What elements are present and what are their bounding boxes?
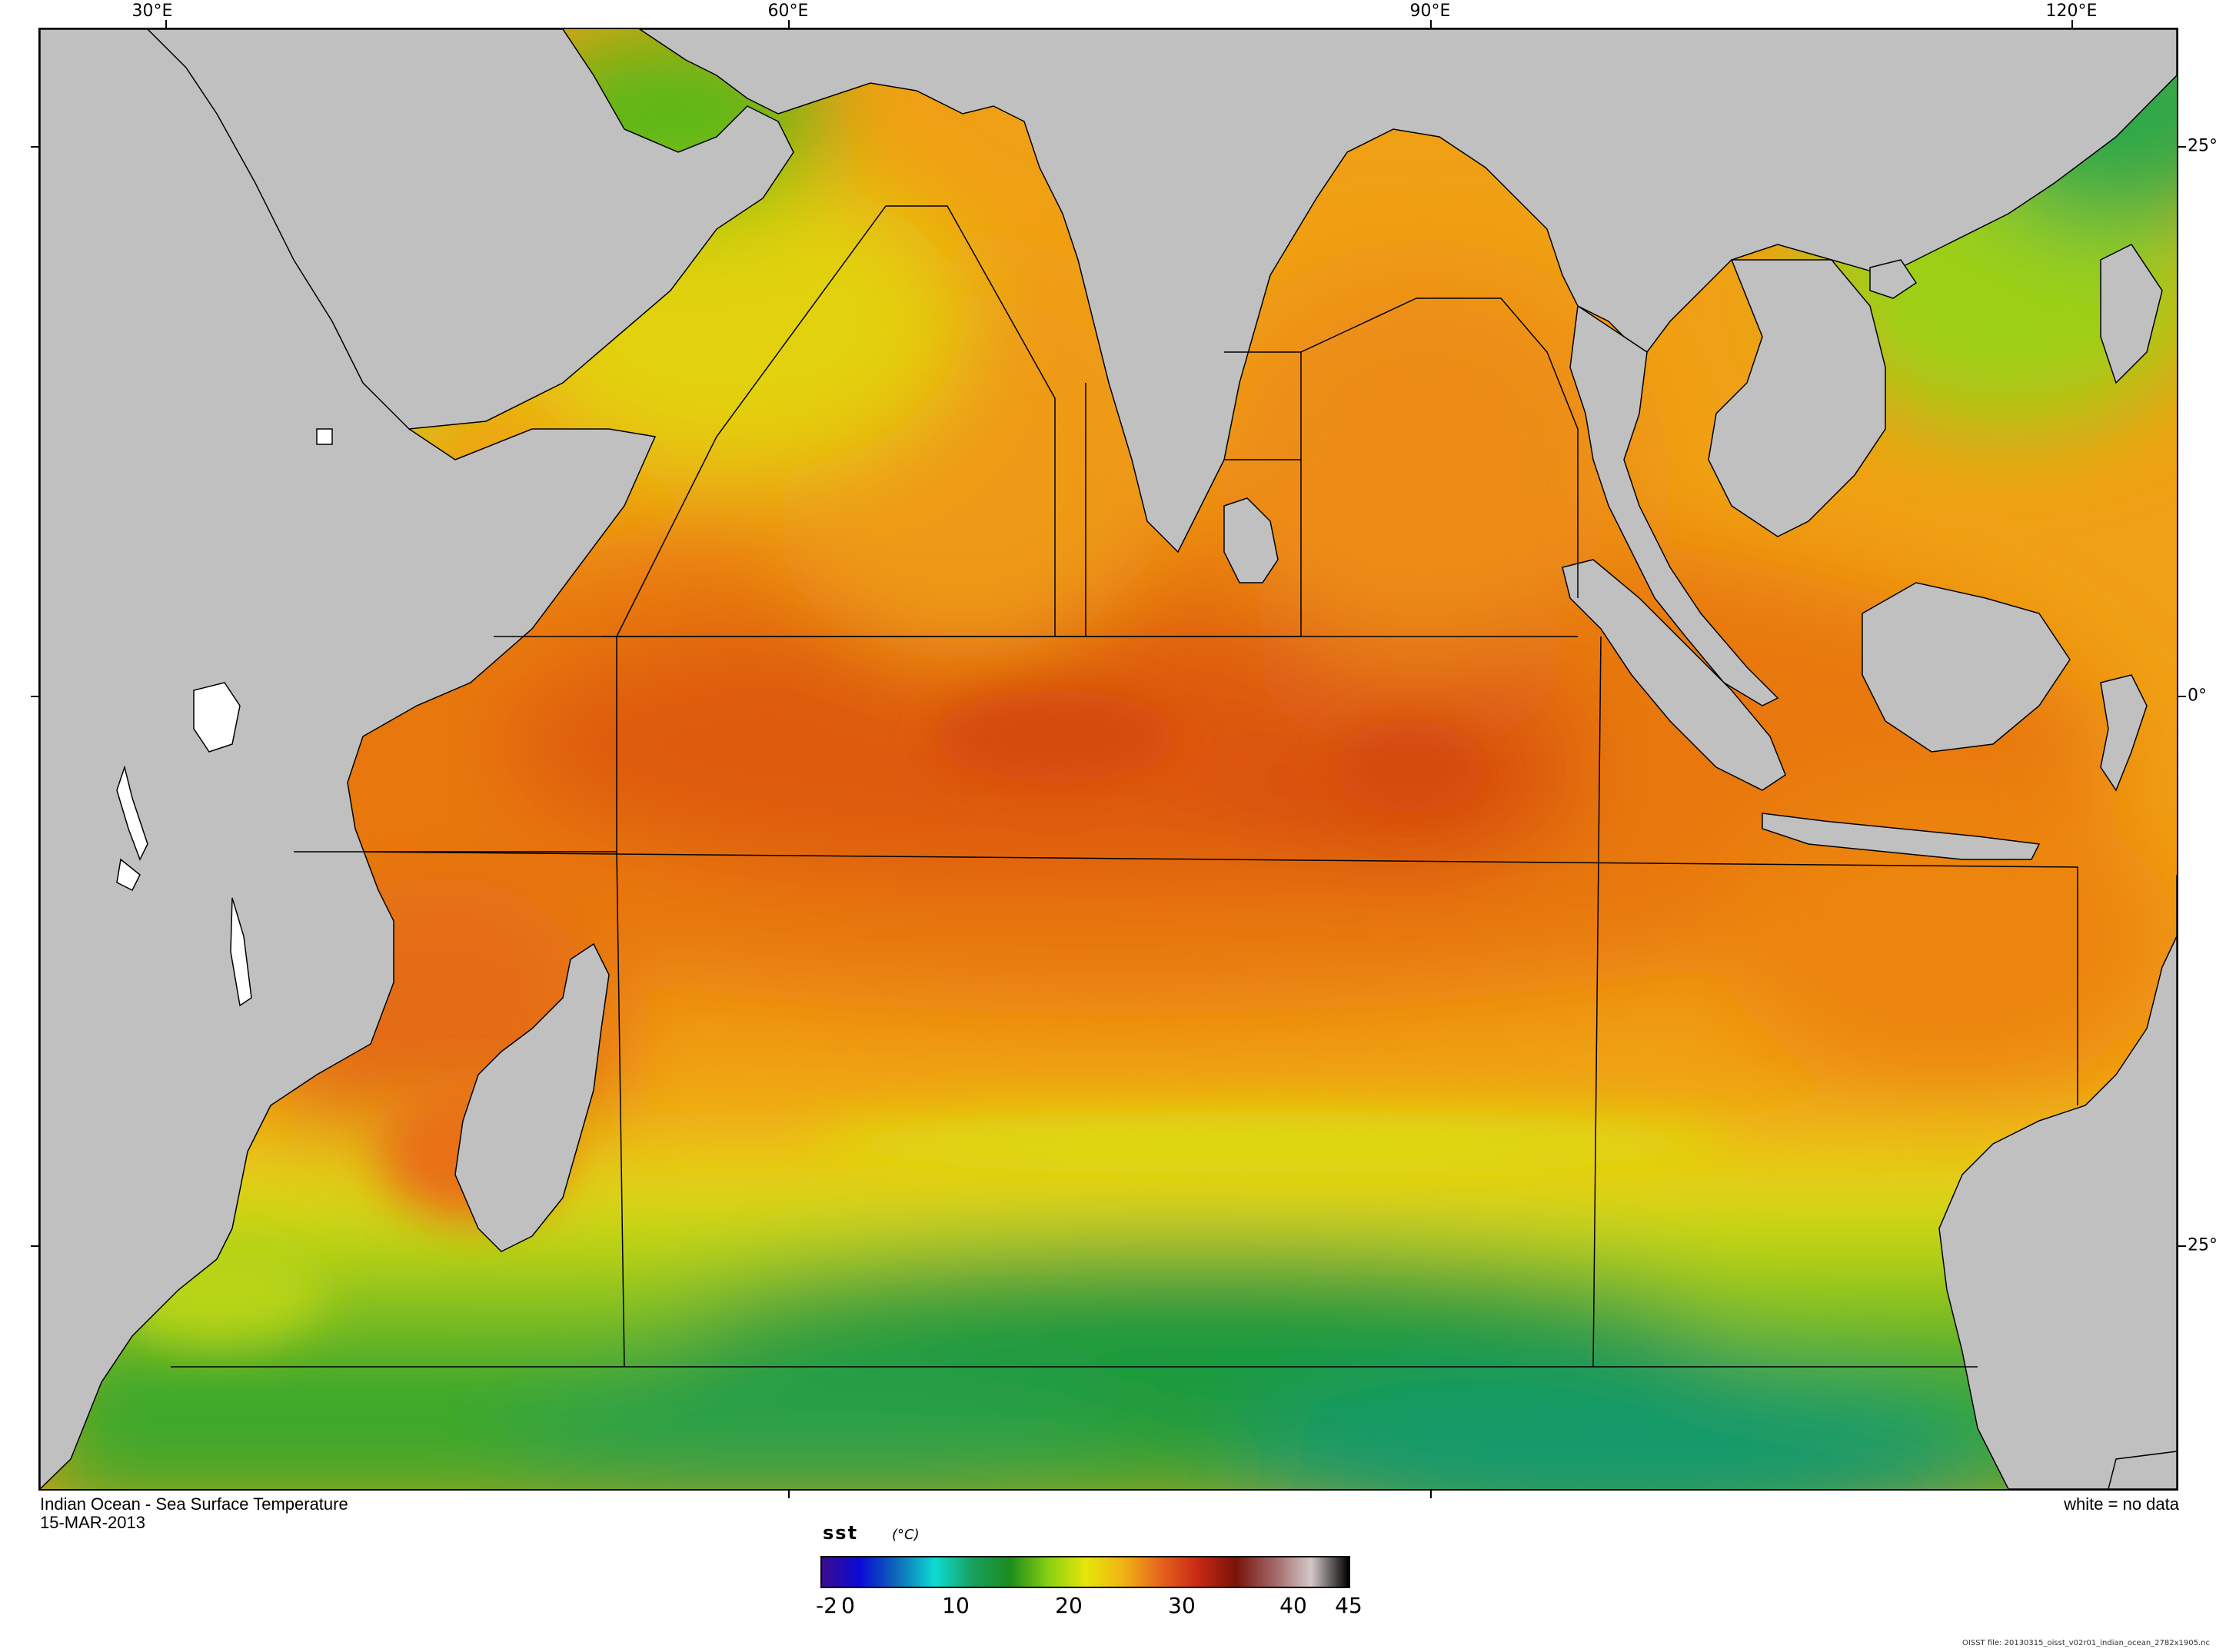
land-tasmania-edge	[2108, 1451, 2177, 1489]
lon-label-60e: 60°E	[767, 2, 809, 21]
colorbar-tick-label: 10	[942, 1593, 970, 1618]
lat-tick	[31, 696, 38, 697]
lat-label-25s: 25°	[2188, 1235, 2216, 1255]
lat-tick	[31, 146, 38, 148]
lon-tick	[788, 1491, 790, 1498]
lat-label-25n: 25°	[2188, 136, 2216, 156]
map-title: Indian Ocean - Sea Surface Temperature	[40, 1494, 348, 1514]
land-philippines	[2100, 244, 2163, 384]
colorbar-variable: sst	[823, 1522, 859, 1544]
colorbar-tick-label: 40	[1279, 1593, 1307, 1618]
map-date: 15-MAR-2013	[40, 1513, 145, 1532]
no-data-note: white = no data	[2064, 1494, 2179, 1514]
no-data-areas	[116, 428, 333, 1007]
lon-label-90e: 90°E	[1409, 2, 1451, 21]
lon-tick	[788, 20, 790, 28]
lon-tick	[1430, 1491, 1432, 1498]
sst-map	[38, 28, 2178, 1491]
land-australia	[1938, 875, 2177, 1489]
land	[40, 29, 2177, 1489]
lat-tick	[31, 1245, 38, 1247]
land-sulawesi	[2100, 674, 2148, 792]
lon-label-30e: 30°E	[131, 2, 173, 21]
land-vietnam	[1708, 259, 1886, 537]
colorbar-unit: (°C)	[892, 1527, 920, 1543]
land-asia-north	[638, 29, 2177, 553]
lon-label-120e: 120°E	[2045, 2, 2098, 21]
lat-tick	[2178, 1245, 2186, 1247]
land-madagascar	[454, 942, 610, 1252]
colorbar-tick-label: 0	[841, 1593, 855, 1618]
land-sri-lanka	[1223, 497, 1279, 583]
region-boundaries	[171, 205, 2078, 1368]
land-borneo	[1862, 582, 2071, 753]
colorbar	[820, 1556, 1350, 1588]
colorbar-tick-label: 20	[1055, 1593, 1083, 1618]
land-indochina	[1569, 304, 1779, 706]
lat-tick	[2178, 146, 2186, 148]
lon-tick	[2071, 20, 2073, 28]
colorbar-tick-label: 45	[1335, 1593, 1363, 1618]
colorbar-tick-label: 30	[1168, 1593, 1196, 1618]
land-arabia	[146, 29, 794, 430]
land-sumatra	[1562, 559, 1786, 791]
file-note: OISST file: 20130315_oisst_v02r01_indian…	[1962, 1639, 2210, 1647]
land-java	[1762, 813, 2041, 860]
land-hainan	[1869, 259, 1918, 299]
lon-tick	[1430, 20, 1432, 28]
lat-label-0: 0°	[2188, 686, 2207, 706]
lon-tick	[165, 20, 167, 28]
colorbar-tick-label: -2	[816, 1593, 837, 1618]
lat-tick	[2178, 696, 2186, 697]
